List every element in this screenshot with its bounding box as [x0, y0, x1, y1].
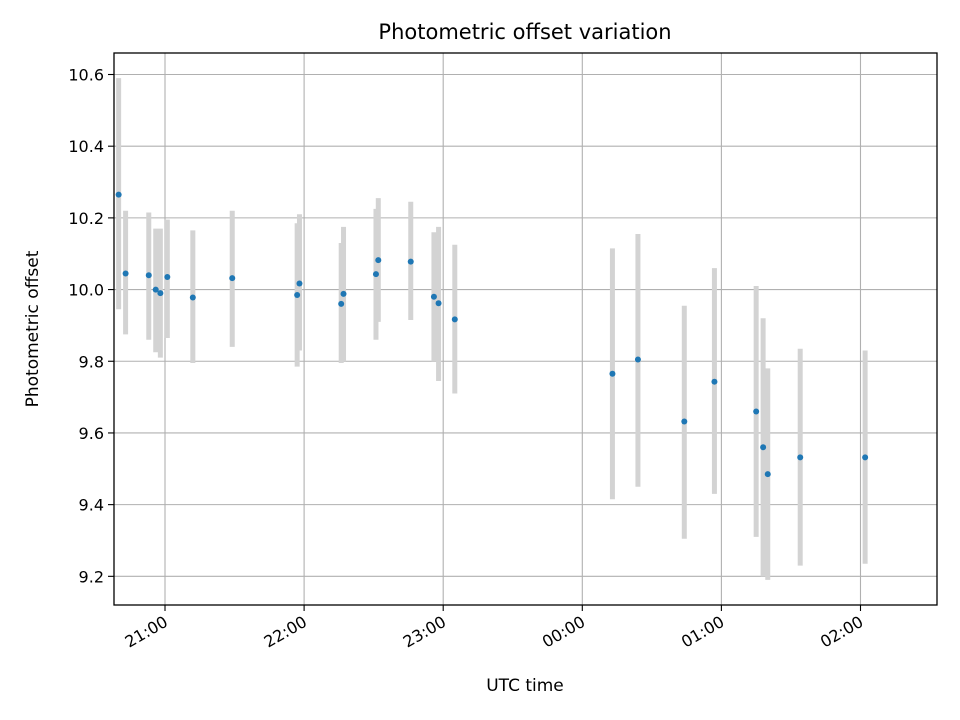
data-point [609, 370, 616, 377]
data-point [634, 356, 641, 363]
data-point [451, 316, 458, 323]
data-point [340, 290, 347, 297]
data-point [145, 272, 152, 279]
data-point [430, 293, 437, 300]
data-point [862, 454, 869, 461]
y-tick-label: 10.2 [68, 209, 104, 228]
data-point [797, 454, 804, 461]
plot-area [114, 53, 937, 605]
markers [115, 191, 869, 478]
data-point [296, 280, 303, 287]
y-tick-label: 9.2 [79, 567, 104, 586]
y-axis: 9.2 9.4 9.6 9.8 10.0 10.2 10.4 10.6 [68, 66, 114, 586]
y-tick-label: 9.6 [79, 424, 104, 443]
data-point [294, 291, 301, 298]
data-point [157, 290, 164, 297]
data-point [407, 258, 414, 265]
y-axis-title: Photometric offset [23, 250, 43, 407]
data-point [375, 257, 382, 264]
data-point [760, 444, 767, 451]
y-tick-label: 9.4 [79, 496, 104, 515]
data-point [435, 300, 442, 307]
y-tick-label: 10.6 [68, 66, 104, 85]
data-point [711, 378, 718, 385]
y-tick-label: 10.4 [68, 137, 104, 156]
data-point [122, 270, 129, 277]
data-point [189, 294, 196, 301]
data-point [372, 271, 379, 278]
data-point [338, 300, 345, 307]
data-point [164, 274, 171, 281]
data-point [152, 286, 159, 293]
data-point [229, 275, 236, 282]
plot-frame [113, 52, 938, 606]
data-point [753, 408, 760, 415]
y-tick-label: 9.8 [79, 352, 104, 371]
x-axis-title: UTC time [486, 676, 564, 696]
data-point [681, 418, 688, 425]
y-tick-label: 10.0 [68, 281, 104, 300]
chart-title: Photometric offset variation [378, 20, 671, 44]
data-point [764, 471, 771, 478]
data-point [115, 191, 122, 198]
